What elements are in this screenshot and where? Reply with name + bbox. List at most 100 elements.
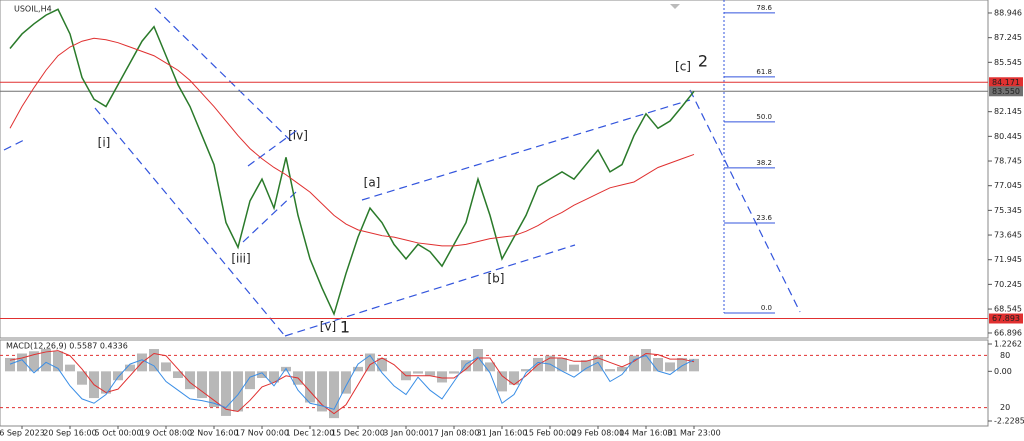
y-tick-label: 75.345 [994, 206, 1022, 215]
price-tag [989, 313, 1023, 324]
macd-bar [197, 371, 207, 399]
x-tick-label: 3 Jan 00:00 [383, 429, 429, 438]
x-tick-label: 1 Dec 12:00 [286, 429, 335, 438]
macd-bar [425, 371, 435, 376]
trend-line [3, 138, 27, 151]
y-tick-label: 0.00 [994, 367, 1012, 376]
y-tick-label: 70.245 [994, 280, 1022, 289]
macd-bar [641, 349, 651, 372]
price-tag-label: 84.171 [992, 78, 1020, 87]
macd-bar [569, 364, 579, 372]
macd-bar [353, 366, 363, 372]
x-tick-label: 2 Nov 16:00 [190, 429, 239, 438]
wave-label: [iv] [288, 129, 308, 143]
x-tick-label: 31 Mar 23:00 [667, 429, 720, 438]
macd-bar [473, 349, 483, 372]
y-tick-label: 88.946 [994, 8, 1022, 17]
y-tick-label: 78.745 [994, 157, 1022, 166]
y-tick-label: 82.145 [994, 107, 1022, 116]
x-tick-label: 20 Sep 16:00 [43, 429, 96, 438]
macd-bar [233, 371, 243, 412]
macd-bar [173, 371, 183, 379]
price-tag [989, 77, 1023, 88]
macd-bar [329, 371, 339, 419]
y2-tick-label: 80 [1000, 351, 1010, 360]
trend-lines [3, 7, 801, 337]
x-tick-label: 15 Dec 20:00 [331, 429, 385, 438]
chart-title: USOIL,H4 [14, 5, 52, 14]
macd-bar [485, 362, 495, 372]
macd-bar [305, 371, 315, 403]
macd-bar [41, 349, 51, 372]
y-tick-label: 87.245 [994, 33, 1022, 42]
macd-line [9, 354, 695, 410]
wave-label: [a] [364, 176, 381, 190]
macd-bar [113, 371, 123, 381]
price-line [9, 8, 695, 317]
macd-bar [77, 371, 87, 385]
macd-bar [617, 366, 627, 372]
trend-line [361, 99, 691, 201]
price-tag-label: 83.550 [992, 87, 1020, 96]
macd-bar [341, 371, 351, 394]
wave-label: 2 [698, 52, 708, 71]
macd-bar [29, 351, 39, 372]
x-tick-label: 29 Feb 08:00 [572, 429, 624, 438]
x-tick-label: 31 Jan 16:00 [477, 429, 528, 438]
macd-bar [605, 369, 615, 372]
macd-bar [689, 358, 699, 372]
fib-label: 23.6 [756, 214, 772, 222]
price-pane [0, 0, 989, 339]
macd-title: MACD(12,26,9) 0.5587 0.4336 [6, 342, 128, 351]
y-tick-label: 80.445 [994, 132, 1022, 141]
macd-bar [449, 371, 459, 374]
macd-bar [221, 371, 231, 416]
macd-bar [437, 371, 447, 383]
x-tick-label: 14 Mar 16:00 [619, 429, 672, 438]
macd-bar [461, 360, 471, 372]
x-tick-label: 17 Jan 08:00 [429, 429, 480, 438]
fib-label: 0.0 [761, 304, 772, 312]
y-tick-label: -2.2285 [994, 417, 1024, 426]
macd-bar [245, 371, 255, 390]
macd-bar [413, 371, 423, 374]
macd-bar [629, 355, 639, 372]
y-tick-label: 85.545 [994, 58, 1022, 67]
y-tick-label: 73.645 [994, 231, 1022, 240]
wave-label: [b] [488, 272, 505, 286]
wave-label: 1 [340, 318, 350, 337]
macd-bar [593, 355, 603, 372]
macd-bar [581, 360, 591, 372]
y-tick-label: 1.2262 [994, 340, 1022, 349]
x-tick-label: 15 Feb 00:00 [524, 429, 576, 438]
y-tick-label: 66.896 [994, 328, 1022, 337]
wave-label: [iii] [231, 252, 250, 266]
macd-bar [5, 357, 15, 372]
macd-bar [509, 371, 519, 385]
fib-label: 50.0 [756, 113, 772, 121]
y-tick-label: 77.045 [994, 181, 1022, 190]
trend-line [689, 89, 801, 313]
macd-bar [521, 369, 531, 372]
macd-bar [317, 371, 327, 412]
macd-bar [545, 355, 555, 372]
price-tag [989, 86, 1023, 97]
macd-bar [257, 371, 267, 379]
macd-bar [653, 357, 663, 372]
macd-bar [377, 357, 387, 372]
macd-bar [101, 371, 111, 394]
macd-bar [125, 364, 135, 372]
macd-bar [497, 371, 507, 392]
macd-bar [17, 353, 27, 372]
wave-label: [i] [98, 136, 111, 150]
x-tick-label: 17 Nov 00:00 [235, 429, 289, 438]
macd-bar [269, 371, 279, 383]
fib-label: 38.2 [756, 159, 772, 167]
macd-bar [209, 371, 219, 407]
macd-bar [53, 351, 63, 372]
macd-bar [161, 362, 171, 372]
fib-label: 61.8 [756, 68, 772, 76]
wave-label: [v] [320, 320, 336, 334]
shift-marker [670, 4, 680, 9]
